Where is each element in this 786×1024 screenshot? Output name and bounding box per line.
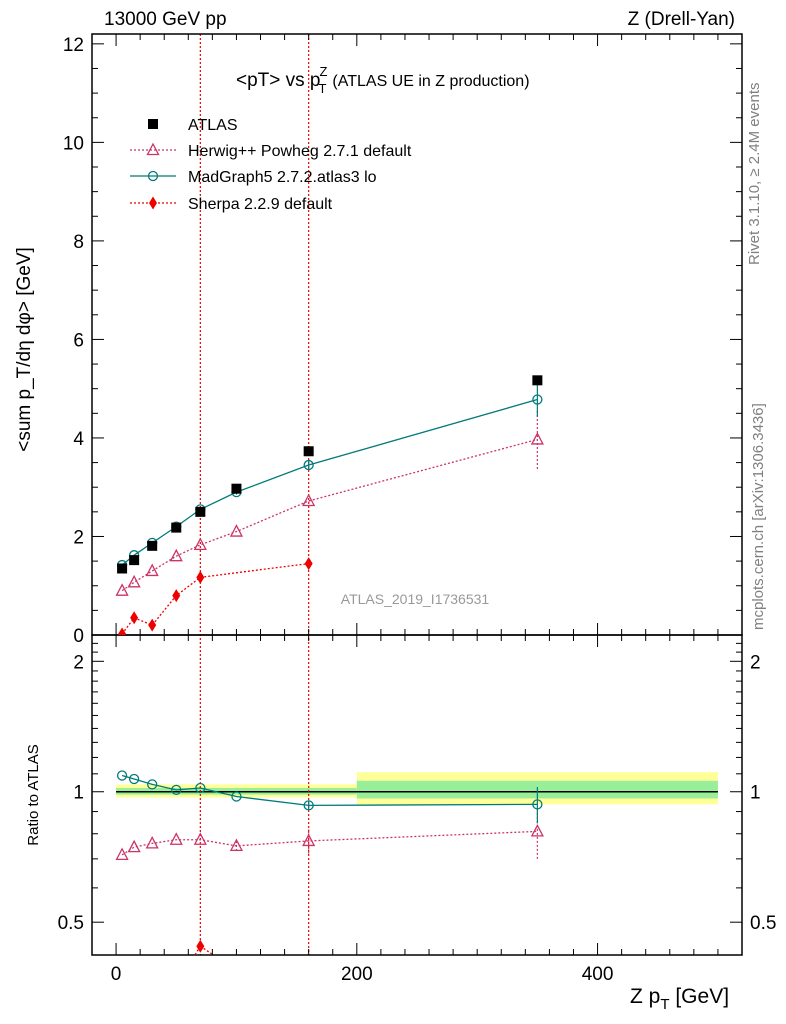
- series-line: [121, 398, 538, 566]
- legend-entry-label: Herwig++ Powheg 2.7.1 default: [188, 143, 412, 160]
- series-line: [121, 438, 538, 592]
- ratio-y-axis-label: Ratio to ATLAS: [25, 744, 42, 845]
- mc-data-point: [196, 570, 205, 584]
- title-extra: (ATLAS UE in Z production): [332, 73, 529, 90]
- title-sup: Z: [320, 64, 328, 79]
- ratio-data-point: [128, 773, 140, 785]
- x-axis-label-unit: [GeV]: [670, 985, 730, 1008]
- main-y-tick-label: 6: [73, 330, 84, 351]
- mc-data-point: [127, 574, 141, 588]
- x-tick-label: 200: [341, 964, 373, 985]
- x-tick-label: 400: [582, 964, 614, 985]
- atlas-data-point: [532, 375, 543, 386]
- analysis-watermark: ATLAS_2019_I1736531: [341, 591, 490, 607]
- ratio-data-point: [147, 779, 158, 790]
- atlas-data-point: [171, 522, 182, 533]
- series-line: [199, 945, 215, 955]
- legend: ATLAS Herwig++ Powheg 2.7.1 default MadGra…: [130, 117, 412, 213]
- mc-data-point: [118, 627, 127, 635]
- mc-data-point: [530, 432, 544, 445]
- x-axis-label: Z pT [GeV]: [630, 985, 729, 1013]
- series-line: [121, 774, 538, 807]
- mc-data-point: [130, 611, 139, 625]
- x-axis-label-sub: T: [660, 996, 669, 1013]
- ratio-data-point: [231, 791, 242, 802]
- legend-entry-label: MadGraph5 2.7.2.atlas3 lo: [188, 169, 377, 186]
- mc-data-point: [145, 563, 159, 577]
- ratio-data-point: [116, 770, 128, 781]
- main-y-tick-label: 12: [63, 35, 84, 56]
- mc-data-point: [169, 548, 183, 562]
- main-y-tick-label: 4: [73, 429, 84, 450]
- ratio-data-point: [302, 833, 316, 847]
- ratio-data-point: [115, 847, 129, 861]
- header-right-label: Z (Drell-Yan): [627, 9, 735, 30]
- legend-marker: [148, 119, 158, 129]
- ratio-plot-frame: [91, 634, 743, 956]
- mc-data-point: [302, 493, 316, 507]
- ratio-data-point: [532, 799, 543, 810]
- ratio-data-point: [229, 838, 244, 852]
- main-y-axis-label: <sum p_T/dη dφ> [GeV]: [14, 247, 35, 452]
- x-axis-label-main: Z p: [630, 985, 660, 1008]
- main-y-tick-label: 2: [73, 527, 84, 548]
- mc-data-point: [532, 394, 543, 405]
- header-left-label: 13000 GeV pp: [104, 9, 227, 30]
- mc-data-point: [303, 459, 314, 471]
- ratio-y-tick-label-left: 1: [73, 783, 84, 804]
- atlas-data-point: [195, 506, 206, 517]
- ratio-uncertainty-bands: [116, 772, 718, 805]
- title-main: <pT> vs p: [236, 70, 321, 91]
- mc-data-point: [115, 583, 129, 596]
- ratio-y-tick-label-right: 2: [750, 652, 761, 673]
- atlas-data-point: [231, 483, 242, 494]
- series-line: [121, 830, 538, 856]
- mc-data-point: [229, 524, 244, 537]
- atlas-data-point: [129, 555, 140, 566]
- legend-marker: [149, 196, 157, 210]
- x-tick-label: 0: [111, 964, 122, 985]
- mc-data-point: [304, 557, 313, 571]
- ratio-data-point: [169, 832, 183, 845]
- main-y-tick-label: 8: [73, 232, 84, 253]
- main-y-tick-label: 0: [73, 626, 84, 647]
- main-plot-title: <pT> vs pZ T (ATLAS UE in Z production): [236, 64, 530, 96]
- ratio-y-tick-label-right: 0.5: [750, 913, 776, 934]
- ratio-y-tick-label-left: 2: [73, 652, 84, 673]
- ratio-series-group: [115, 770, 544, 955]
- legend-entry-label: Sherpa 2.2.9 default: [188, 196, 333, 213]
- mc-data-point: [193, 537, 207, 550]
- legend-marker: [147, 170, 159, 182]
- ratio-data-point: [171, 784, 182, 796]
- atlas-data-point: [117, 563, 128, 574]
- title-sub: T: [318, 81, 326, 96]
- atlas-data-point: [303, 446, 314, 457]
- main-y-tick-label: 10: [63, 133, 84, 154]
- ratio-data-point: [195, 782, 206, 794]
- ratio-y-tick-label-right: 1: [750, 783, 761, 804]
- ratio-data-point: [145, 835, 159, 849]
- mc-data-point: [148, 618, 157, 632]
- main-series-group: [115, 375, 544, 635]
- mc-data-point: [172, 589, 181, 603]
- ratio-data-point: [193, 832, 207, 845]
- ratio-data-point: [196, 939, 205, 953]
- legend-entry-label: ATLAS: [188, 117, 238, 134]
- legend-marker: [146, 142, 160, 156]
- atlas-data-point: [147, 540, 158, 551]
- ratio-y-tick-label-left: 0.5: [58, 913, 84, 934]
- ratio-data-point: [303, 800, 314, 811]
- ratio-data-point: [530, 823, 544, 837]
- ratio-data-point: [127, 839, 141, 853]
